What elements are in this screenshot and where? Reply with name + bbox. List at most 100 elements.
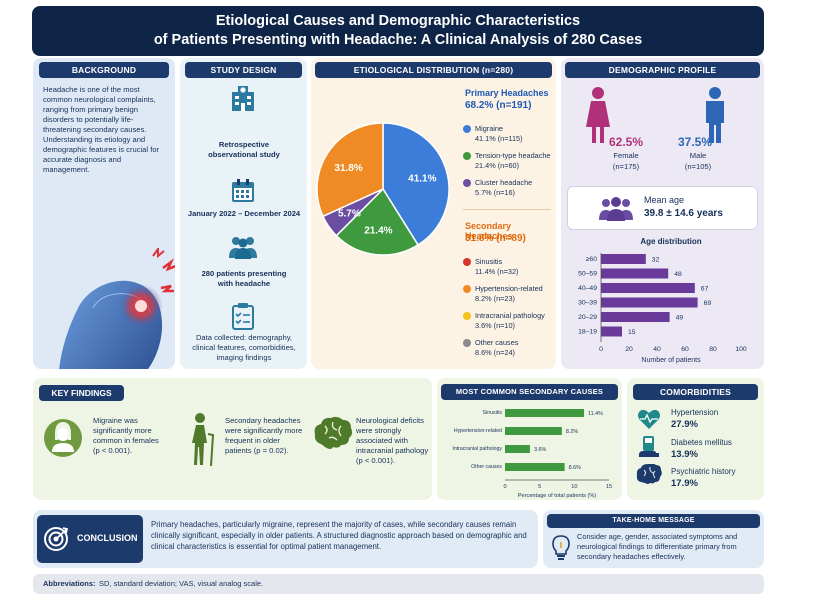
conclusion-badge: CONCLUSION	[37, 515, 143, 563]
pie-slice-label: 5.7%	[338, 208, 361, 219]
key-finding-2: Secondary headaches were significantly m…	[225, 416, 303, 455]
brain-icon	[636, 464, 662, 484]
age-bar-value: 32	[652, 257, 660, 264]
age-x-tick: 20	[625, 346, 633, 353]
comorbidities-header: COMORBIDITIES	[633, 384, 758, 400]
legend-name: Hypertension-related	[475, 284, 543, 293]
abbreviations-label: Abbreviations:	[43, 579, 96, 588]
background-header: BACKGROUND	[39, 62, 169, 78]
legend-dot	[463, 258, 471, 266]
age-bar	[601, 283, 695, 293]
headache-illustration	[59, 248, 175, 369]
legend-name: Sinusitis	[475, 257, 503, 266]
age-bar	[601, 297, 698, 308]
age-category-label: 18–19	[578, 329, 597, 336]
take-home-panel: TAKE-HOME MESSAGE Consider age, gender, …	[543, 510, 764, 568]
age-bar-value: 48	[674, 271, 682, 278]
comorbidity-3-name: Psychiatric history	[671, 467, 736, 476]
abbreviations-bar: Abbreviations: SD, standard deviation; V…	[33, 574, 764, 594]
comorbidity-2-value: 13.9%	[671, 449, 698, 460]
cause-category-label: Hypertension-related	[454, 428, 502, 434]
conclusion-text: Primary headaches, particularly migraine…	[151, 520, 527, 551]
title-line-2: of Patients Presenting with Headache: A …	[153, 32, 643, 48]
male-pct: 37.5%	[678, 135, 713, 149]
age-x-tick: 80	[709, 346, 717, 353]
legend-value: 21.4% (n=60)	[475, 161, 520, 170]
legend-value: 8.6% (n=24)	[475, 348, 515, 357]
take-home-text: Consider age, gender, associated symptom…	[577, 532, 738, 561]
etiology-panel: ETIOLOGICAL DISTRIBUTION (n=280) 41.1% 21…	[311, 58, 556, 369]
legend-name: Migraine	[475, 124, 503, 133]
conclusion-panel: CONCLUSION Primary headaches, particular…	[33, 510, 538, 568]
legend-value: 5.7% (n=16)	[475, 188, 515, 197]
male-icon	[706, 87, 724, 143]
pie-slice-label: 21.4%	[364, 226, 392, 237]
key-findings-header: KEY FINDINGS	[39, 385, 124, 401]
legend-name: Intracranial pathology	[475, 311, 545, 320]
age-category-label: 40–49	[578, 285, 597, 292]
female-n: (n=175)	[612, 162, 640, 171]
age-bar	[601, 254, 646, 264]
calendar-icon	[232, 179, 254, 202]
pie-slice	[316, 122, 384, 218]
cause-category-label: Other causes	[471, 464, 502, 470]
take-home-header: TAKE-HOME MESSAGE	[547, 514, 760, 528]
lightbulb-icon	[552, 535, 570, 560]
male-n: (n=105)	[684, 162, 712, 171]
age-category-label: 30–39	[578, 300, 597, 307]
female-label: Female	[613, 151, 639, 160]
age-category-label: ≥60	[586, 256, 598, 263]
cause-x-label: Percentage of total patients (%)	[518, 493, 596, 499]
age-bar-value: 69	[704, 300, 712, 307]
primary-pct: 68.2% (n=191)	[465, 100, 532, 111]
etiology-pie-chart: 41.1% 21.4%5.7% 31.8%	[316, 122, 450, 256]
legend-name: Cluster headache	[475, 178, 533, 187]
cause-category-label: Sinusitis	[483, 410, 503, 416]
cause-x-tick: 0	[503, 484, 506, 490]
legend-value: 11.4% (n=32)	[475, 267, 519, 276]
cause-bar-value: 11.4%	[588, 411, 603, 417]
secondary-title: Secondary Headaches	[465, 221, 513, 241]
glucose-icon	[639, 436, 659, 457]
elderly-icon	[192, 413, 215, 467]
secondary-pct: 31.8% (n=89)	[465, 233, 526, 244]
key-finding-1: Migraine was significantly more common i…	[93, 416, 159, 455]
age-category-label: 20–29	[578, 314, 597, 321]
cause-bar	[505, 463, 565, 471]
secondary-causes-chart: Sinusitis 11.4% Hypertension-related 8.2% In…	[452, 409, 612, 499]
conclusion-label: CONCLUSION	[77, 533, 138, 543]
legend-value: 41.1% (n=115)	[475, 134, 523, 143]
legend-dot	[463, 285, 471, 293]
legend-dot	[463, 179, 471, 187]
mean-age-label: Mean age	[644, 195, 685, 205]
study-design-item-1: Retrospective observational study	[208, 140, 280, 159]
cause-x-tick: 5	[538, 484, 541, 490]
legend-dot	[463, 125, 471, 133]
female-head-icon	[44, 419, 82, 457]
age-chart-title: Age distribution	[640, 237, 702, 246]
cause-bar-value: 8.6%	[569, 465, 581, 471]
study-design-header: STUDY DESIGN	[185, 62, 302, 78]
primary-title: Primary Headaches	[465, 88, 549, 98]
comorbidity-3-value: 17.9%	[671, 478, 698, 489]
age-x-label: Number of patients	[641, 357, 701, 364]
key-finding-3: Neurological deficits were strongly asso…	[356, 416, 429, 465]
secondary-causes-panel: MOST COMMON SECONDARY CAUSES Sinusitis 11…	[437, 378, 622, 500]
cause-bar-value: 3.6%	[534, 447, 546, 453]
heartbeat-icon	[638, 409, 660, 429]
age-bar	[601, 268, 669, 279]
background-panel: BACKGROUND Headache is one of the most c…	[33, 58, 175, 369]
cause-bar	[505, 427, 562, 435]
age-x-tick: 60	[681, 346, 689, 353]
demographics-panel: DEMOGRAPHIC PROFILE 62.5% Female (n=175)…	[561, 58, 764, 369]
study-design-item-4: Data collected: demography, clinical fea…	[192, 333, 296, 362]
cause-bar	[505, 409, 585, 417]
secondary-causes-header: MOST COMMON SECONDARY CAUSES	[441, 384, 618, 400]
cause-bar-value: 8.2%	[566, 429, 578, 435]
legend-value: 8.2% (n=23)	[475, 294, 515, 303]
age-bar	[601, 326, 622, 337]
key-findings-panel: KEY FINDINGS Migraine was significantly …	[33, 378, 432, 500]
group-icon	[599, 197, 633, 221]
pie-slice-label: 31.8%	[334, 163, 362, 174]
legend-divider	[463, 209, 551, 210]
